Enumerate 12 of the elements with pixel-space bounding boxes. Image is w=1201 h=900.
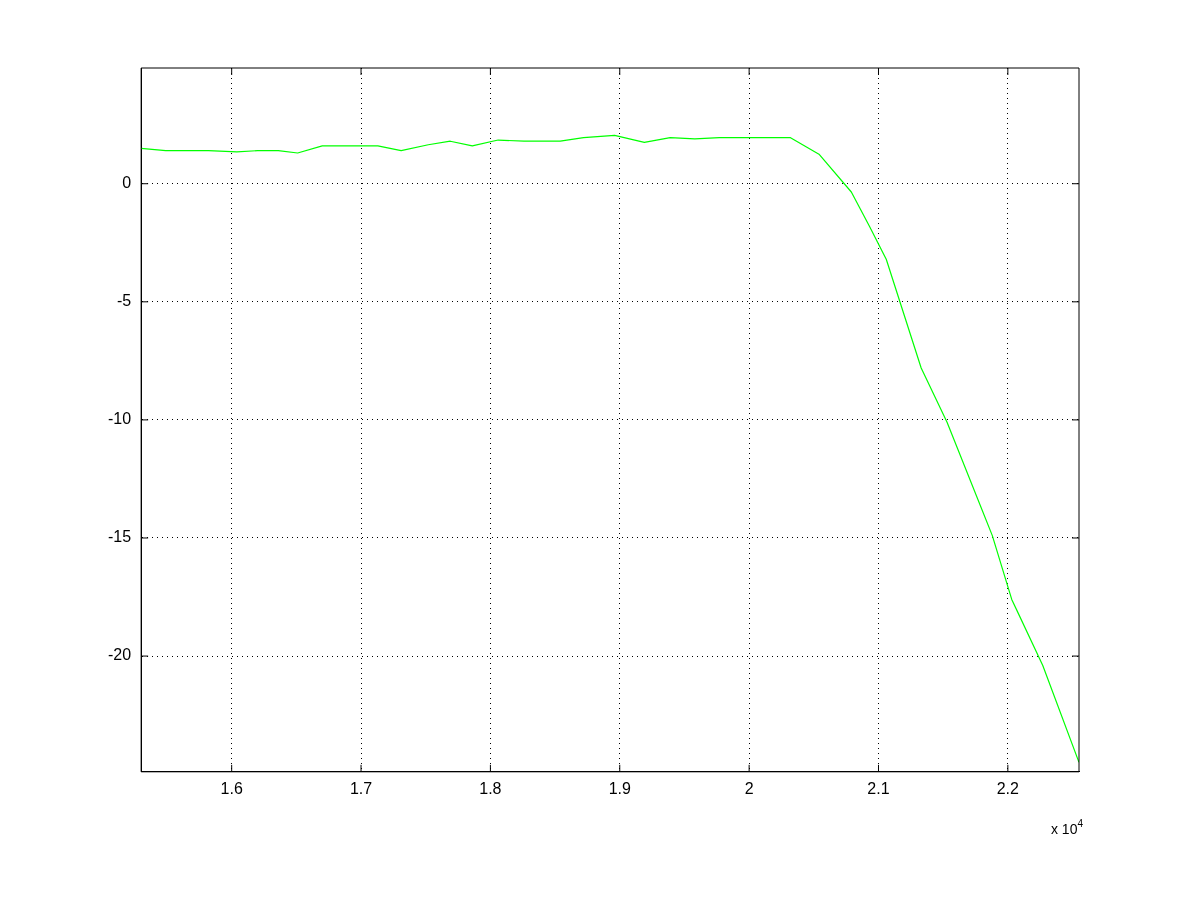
x-tick-label: 1.8 (479, 779, 502, 797)
x-tick-label: 1.6 (220, 779, 243, 797)
y-tick-label: -5 (116, 292, 132, 310)
x-tick-label: 1.7 (349, 779, 373, 797)
y-tick-label: -10 (108, 410, 132, 428)
x-tick-label: 2.2 (996, 779, 1020, 797)
x-tick-label: 2 (744, 779, 754, 797)
x-tick-label: 2.1 (867, 779, 890, 797)
y-tick-label: 0 (122, 174, 132, 192)
y-tick-label: -20 (108, 646, 132, 664)
y-tick-label: -15 (108, 528, 132, 546)
x-tick-label: 1.9 (608, 779, 631, 797)
